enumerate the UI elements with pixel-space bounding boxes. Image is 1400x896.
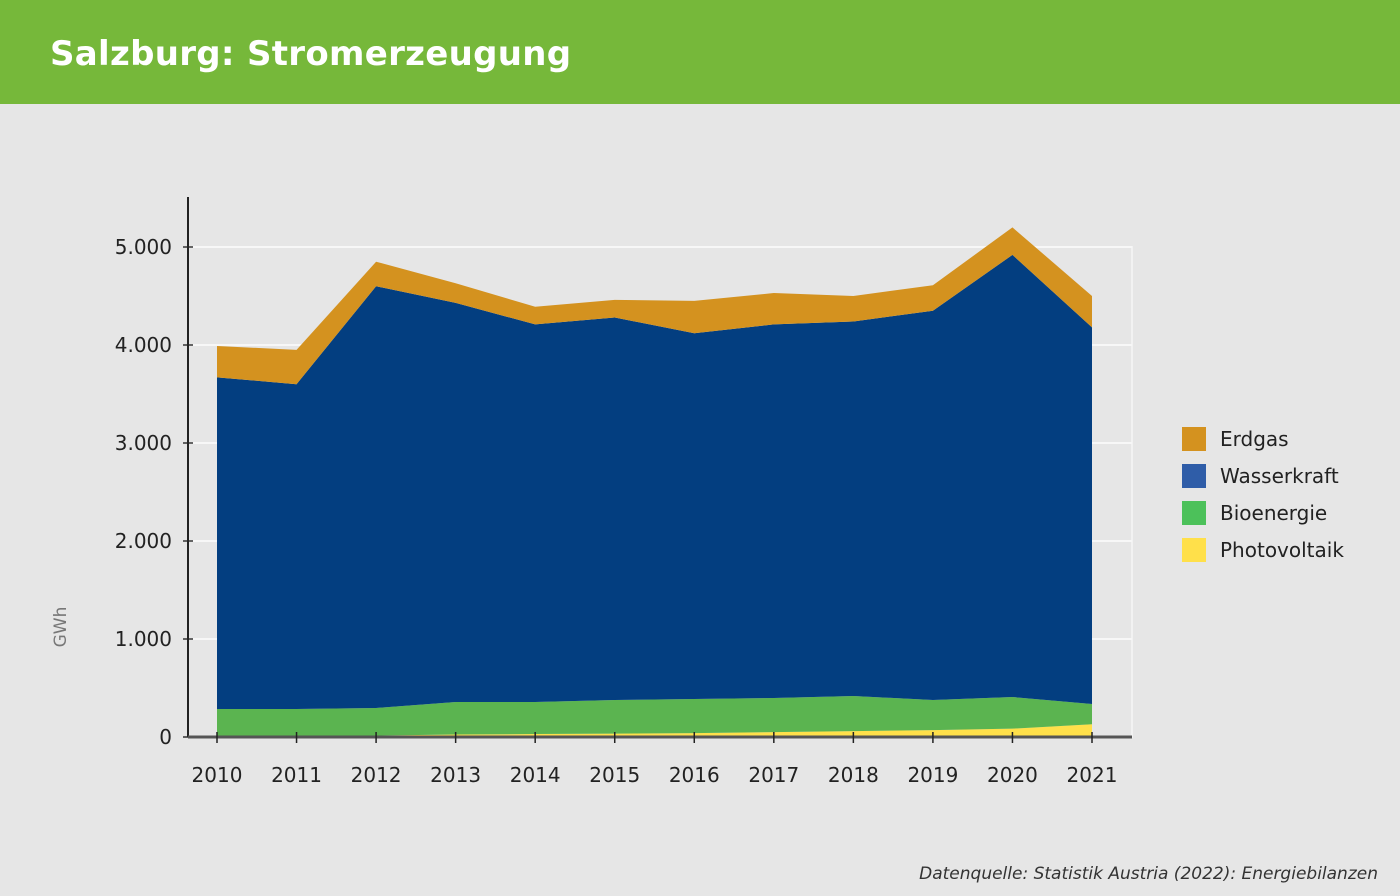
x-tick-label: 2014 [510, 763, 561, 787]
y-axis-label: GWh [51, 607, 71, 648]
y-tick-label: 3.000 [115, 431, 172, 455]
legend-label: Wasserkraft [1220, 463, 1339, 488]
legend-swatch [1182, 463, 1206, 488]
page-title: Salzburg: Stromerzeugung [50, 34, 572, 74]
x-tick-label: 2011 [271, 763, 322, 787]
y-tick-label: 1.000 [115, 627, 172, 651]
legend-swatch [1182, 537, 1206, 562]
y-tick-label: 4.000 [115, 333, 172, 357]
area-erdgas [217, 227, 1092, 385]
legend-swatch [1182, 500, 1206, 525]
x-tick-label: 2021 [1067, 763, 1118, 787]
legend-swatch [1182, 426, 1206, 451]
y-tick-label: 2.000 [115, 529, 172, 553]
y-tick-label: 0 [159, 725, 172, 749]
legend: Erdgas Wasserkraft Bioenergie Photovolta… [1182, 420, 1344, 568]
y-tick-label: 5.000 [115, 235, 172, 259]
x-tick-label: 2020 [987, 763, 1038, 787]
x-tick-label: 2015 [589, 763, 640, 787]
legend-item-photovoltaik: Photovoltaik [1182, 531, 1344, 568]
legend-item-wasserkraft: Wasserkraft [1182, 457, 1344, 494]
legend-label: Photovoltaik [1220, 537, 1344, 562]
x-tick-label: 2019 [907, 763, 958, 787]
data-source: Datenquelle: Statistik Austria (2022): E… [919, 864, 1378, 884]
x-tick-label: 2012 [351, 763, 402, 787]
area-wasserkraft [217, 254, 1092, 709]
x-tick-label: 2016 [669, 763, 720, 787]
legend-label: Erdgas [1220, 426, 1289, 451]
legend-item-bioenergie: Bioenergie [1182, 494, 1344, 531]
x-tick-label: 2010 [192, 763, 243, 787]
x-tick-label: 2018 [828, 763, 879, 787]
legend-item-erdgas: Erdgas [1182, 420, 1344, 457]
area-bioenergie [217, 696, 1092, 737]
header-bar: Salzburg: Stromerzeugung [0, 0, 1400, 104]
x-tick-label: 2013 [430, 763, 481, 787]
x-tick-label: 2017 [748, 763, 799, 787]
legend-label: Bioenergie [1220, 500, 1328, 525]
area-photovoltaik [217, 724, 1092, 737]
